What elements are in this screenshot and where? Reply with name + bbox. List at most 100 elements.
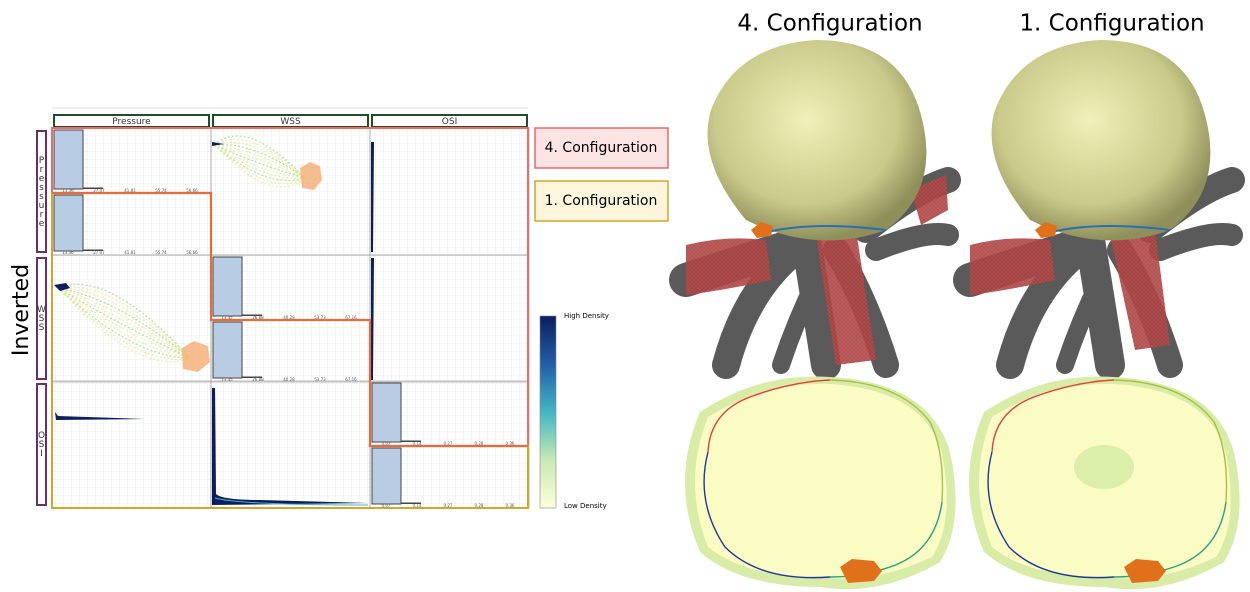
histogram-tick-label: 0.28 xyxy=(475,503,484,508)
histogram-tick-label: 0.14 xyxy=(413,441,422,446)
density-trace xyxy=(57,287,191,359)
config-split xyxy=(52,191,528,448)
density-trace xyxy=(57,287,191,360)
density-trace xyxy=(213,144,306,182)
histogram-tick-label: 53.73 xyxy=(314,377,326,382)
density-core xyxy=(55,412,145,420)
view-title: 1. Configuration xyxy=(1019,11,1204,37)
histogram-tick-label: 0.14 xyxy=(413,503,422,508)
density-trace xyxy=(213,144,306,179)
aneurysm-sac xyxy=(707,40,927,241)
legend-label: 4. Configuration xyxy=(545,140,658,156)
density-trace xyxy=(213,144,306,179)
histogram-bar xyxy=(371,447,402,505)
histogram-bar xyxy=(242,376,262,378)
colorbar-label: High Density xyxy=(564,312,609,320)
map-zone xyxy=(1074,445,1134,489)
stent-mesh xyxy=(686,238,771,295)
histogram-bar xyxy=(83,249,103,251)
cell xyxy=(210,380,371,509)
stent-mesh xyxy=(970,238,1055,295)
histogram-tick-label: 13.45 xyxy=(221,377,233,382)
stent-mesh xyxy=(816,230,876,365)
map-fill xyxy=(695,383,947,579)
ostium-map xyxy=(969,376,1240,590)
ostium-map xyxy=(685,376,956,590)
histogram-bar xyxy=(53,129,84,190)
3d-view xyxy=(953,40,1245,380)
density-trace xyxy=(213,138,306,179)
density-trace xyxy=(213,135,306,179)
cell xyxy=(369,254,530,383)
histogram-tick-label: 13.36 xyxy=(62,188,74,193)
density-region xyxy=(300,162,322,190)
density-trace xyxy=(57,287,191,359)
cell xyxy=(51,380,212,509)
map-outline xyxy=(1113,379,1228,503)
histogram-tick-label: 0.36 xyxy=(506,503,515,508)
histogram-tick-label: 0.27 xyxy=(444,441,453,446)
histogram-tick-label: 53.73 xyxy=(314,315,326,320)
map-outline xyxy=(703,451,831,579)
vessel xyxy=(1056,271,1109,374)
histogram-tick-label: 41.81 xyxy=(124,188,136,193)
colorbar-label: Low Density xyxy=(564,502,607,510)
density-trace xyxy=(57,287,191,359)
coil xyxy=(1035,222,1057,238)
map-outline xyxy=(987,451,1115,579)
map-outline xyxy=(707,379,831,453)
coil xyxy=(840,559,882,583)
histogram-bar xyxy=(212,321,243,379)
map-outline xyxy=(829,379,944,503)
density-trace xyxy=(213,144,306,179)
map-outline xyxy=(991,379,1115,453)
legend-box xyxy=(534,127,669,169)
view-title: 4. Configuration xyxy=(737,11,922,37)
histogram-tick-label: 27.07 xyxy=(93,250,105,255)
vessel xyxy=(772,271,825,374)
histogram-bar xyxy=(401,502,421,504)
coil xyxy=(751,222,773,238)
density-trace xyxy=(57,287,191,363)
histogram-tick-label: 55.74 xyxy=(155,250,167,255)
legend-box xyxy=(534,180,669,222)
density-trace xyxy=(57,287,191,359)
histogram-tick-label: 0.28 xyxy=(475,441,484,446)
histogram-bar xyxy=(83,187,103,189)
density-core xyxy=(371,142,374,252)
histogram-tick-label: 55.74 xyxy=(155,188,167,193)
column-header-label: OSI xyxy=(442,117,457,127)
column-header-label: Pressure xyxy=(112,117,151,127)
density-trace xyxy=(57,287,191,359)
legend-label: 1. Configuration xyxy=(545,193,658,209)
density-region xyxy=(182,341,210,372)
density-trace xyxy=(57,287,191,359)
histogram-tick-label: 41.81 xyxy=(124,250,136,255)
cell xyxy=(210,127,371,256)
histogram-tick-label: 0.36 xyxy=(506,441,515,446)
histogram-bar xyxy=(371,382,402,443)
3d-view xyxy=(669,40,961,380)
colorbar xyxy=(539,315,557,509)
coil xyxy=(1124,559,1166,583)
stent-mesh xyxy=(911,175,948,225)
density-trace xyxy=(57,286,191,359)
cell xyxy=(369,127,530,256)
histogram-tick-label: 56.66 xyxy=(186,250,198,255)
histogram-bar xyxy=(242,314,262,316)
stent-mesh xyxy=(1110,230,1170,350)
histogram-tick-label: 67.16 xyxy=(345,315,357,320)
density-core xyxy=(212,142,224,146)
density-core xyxy=(54,283,70,291)
density-core xyxy=(371,258,374,380)
density-trace xyxy=(57,283,191,359)
histogram-tick-label: 26.88 xyxy=(252,377,264,382)
density-trace xyxy=(57,287,191,359)
histogram-tick-label: 56.66 xyxy=(186,188,198,193)
vessel xyxy=(1149,223,1243,261)
row-header: Pressure xyxy=(36,130,47,253)
column-header-label: WSS xyxy=(280,117,301,127)
histogram-bar xyxy=(212,256,243,317)
